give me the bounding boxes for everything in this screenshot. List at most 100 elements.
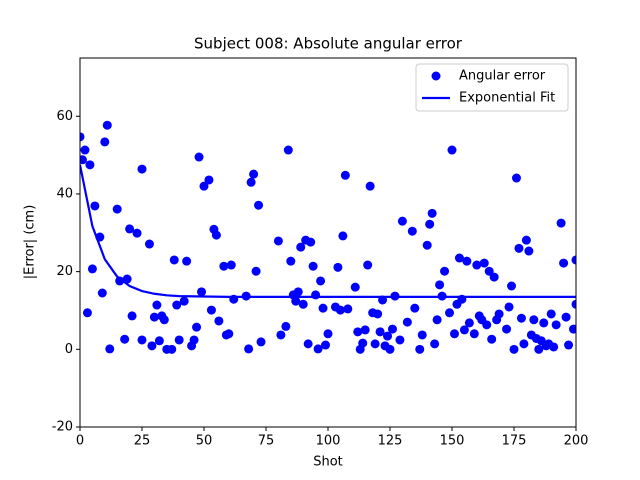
x-tick-label: 200 [564, 434, 589, 449]
data-point [415, 344, 425, 354]
data-point [273, 236, 283, 246]
data-point [430, 339, 440, 349]
data-point [375, 327, 385, 337]
data-point [112, 204, 122, 214]
data-point [318, 303, 328, 313]
data-point [422, 240, 432, 250]
data-point [335, 305, 345, 315]
data-point [80, 132, 85, 142]
fit-line [80, 164, 576, 298]
data-point [514, 243, 524, 253]
data-point [182, 256, 192, 266]
data-point [435, 280, 445, 290]
data-point [464, 318, 474, 328]
data-point [251, 266, 261, 276]
data-point [449, 329, 459, 339]
data-point [494, 309, 504, 319]
data-point [482, 320, 492, 330]
data-point [569, 324, 576, 334]
data-point [407, 226, 417, 236]
data-point [105, 344, 115, 354]
data-point [100, 137, 110, 147]
data-point [286, 256, 296, 266]
data-point [313, 344, 323, 354]
data-point [340, 170, 350, 180]
x-tick-label: 175 [502, 434, 527, 449]
data-point [311, 290, 321, 300]
data-point [97, 288, 107, 298]
data-point [308, 261, 318, 271]
data-point [169, 255, 179, 265]
data-point [546, 309, 556, 319]
data-point [343, 304, 353, 314]
data-point [440, 266, 450, 276]
data-point [172, 300, 182, 310]
data-point [445, 308, 455, 318]
data-point [206, 305, 216, 315]
data-point [417, 330, 427, 340]
data-point [226, 260, 236, 270]
data-point [427, 208, 437, 218]
data-point [87, 264, 97, 274]
data-point [524, 246, 534, 256]
data-point [487, 334, 497, 344]
data-point [519, 339, 529, 349]
data-point [397, 216, 407, 226]
data-point [511, 173, 521, 183]
data-point [395, 335, 405, 345]
data-point [296, 242, 306, 252]
data-point [80, 155, 87, 165]
data-point [338, 231, 348, 241]
data-point [147, 341, 157, 351]
data-point [479, 258, 489, 268]
data-point [199, 181, 209, 191]
data-point [90, 201, 100, 211]
x-tick-label: 50 [196, 434, 213, 449]
plot-area [80, 120, 576, 354]
y-tick-label: 0 [65, 342, 73, 357]
data-point [350, 282, 360, 292]
data-point [454, 253, 464, 263]
data-point [521, 235, 531, 245]
data-point [276, 330, 286, 340]
data-point [298, 299, 308, 309]
data-point [102, 120, 112, 130]
data-point [85, 160, 95, 170]
data-point [502, 324, 512, 334]
data-point [373, 309, 383, 319]
x-axis-label: Shot [313, 455, 343, 470]
data-point [179, 296, 189, 306]
data-point [246, 177, 256, 187]
data-point [80, 145, 90, 155]
x-tick-label: 100 [316, 434, 341, 449]
data-point [189, 335, 199, 345]
data-point [333, 262, 343, 272]
data-point [293, 287, 303, 297]
data-point [516, 313, 526, 323]
data-point [224, 329, 234, 339]
x-tick-label: 150 [440, 434, 465, 449]
data-point [283, 145, 293, 155]
x-tick-label: 75 [258, 434, 275, 449]
data-point [321, 340, 331, 350]
data-point [462, 256, 472, 266]
data-point [323, 329, 333, 339]
data-point [425, 219, 435, 229]
data-point [365, 181, 375, 191]
data-point [504, 302, 514, 312]
data-point [549, 342, 559, 352]
data-point [197, 287, 207, 297]
data-point [551, 320, 561, 330]
data-point [174, 335, 184, 345]
x-tick-label: 25 [134, 434, 151, 449]
data-point [291, 296, 301, 306]
data-point [254, 200, 264, 210]
data-point [244, 344, 254, 354]
data-point [316, 276, 326, 286]
data-point [256, 337, 266, 347]
chart-title: Subject 008: Absolute angular error [194, 35, 463, 53]
data-point [559, 258, 569, 268]
legend-label: Exponential Fit [459, 91, 555, 106]
data-point [472, 260, 482, 270]
data-point [303, 339, 313, 349]
